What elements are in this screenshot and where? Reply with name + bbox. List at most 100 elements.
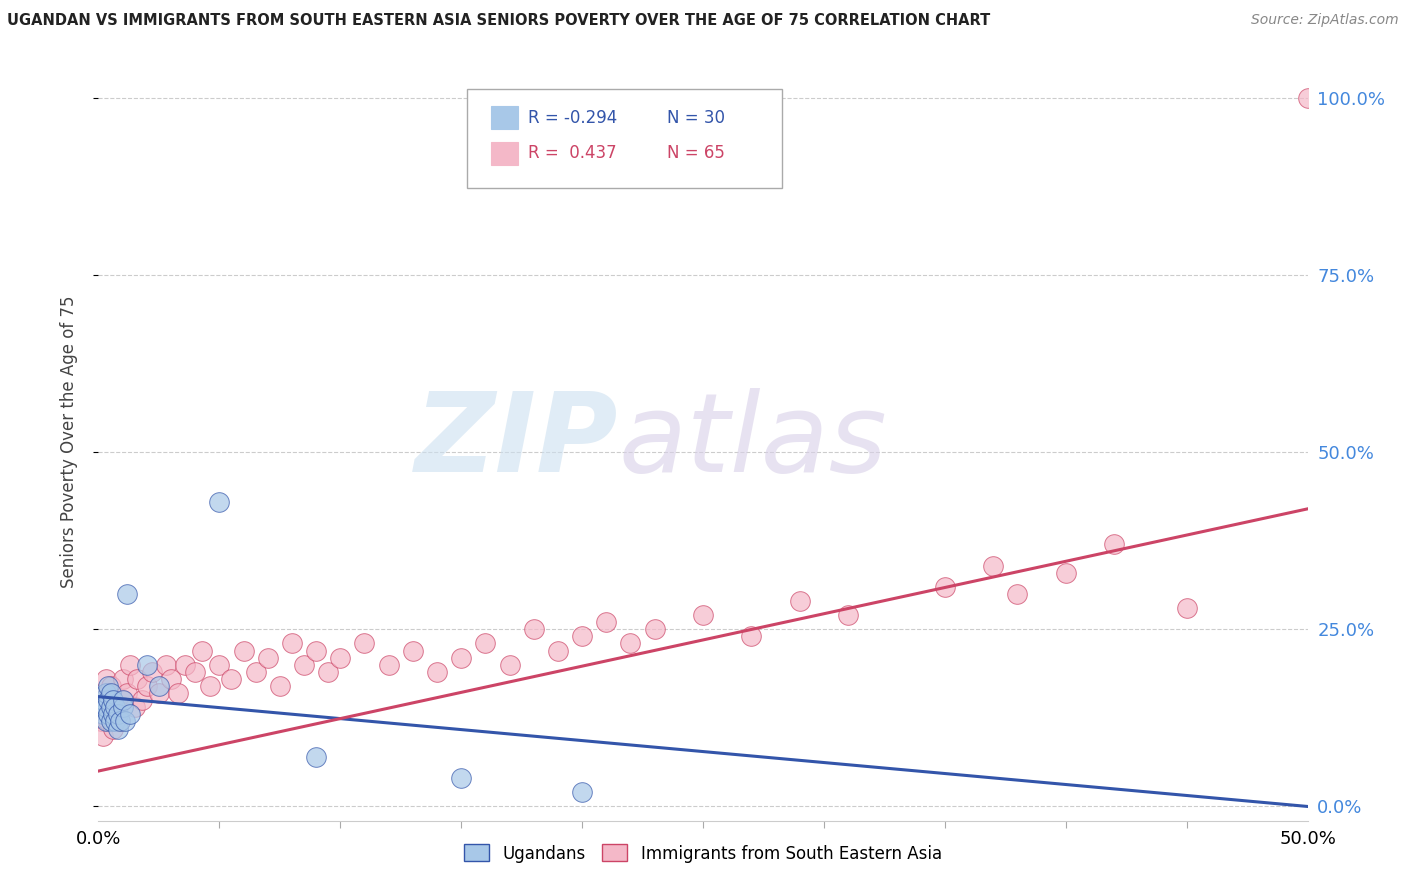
Point xyxy=(547,643,569,657)
Point xyxy=(256,650,278,665)
Point xyxy=(97,714,120,729)
Point xyxy=(281,636,304,650)
FancyBboxPatch shape xyxy=(467,89,782,187)
Point xyxy=(184,665,207,679)
Point xyxy=(94,672,117,686)
Text: UGANDAN VS IMMIGRANTS FROM SOUTH EASTERN ASIA SENIORS POVERTY OVER THE AGE OF 75: UGANDAN VS IMMIGRANTS FROM SOUTH EASTERN… xyxy=(7,13,990,29)
Point xyxy=(100,707,122,722)
Point xyxy=(402,643,425,657)
Text: N = 65: N = 65 xyxy=(666,145,724,162)
Point xyxy=(981,558,1004,573)
Point xyxy=(148,679,170,693)
Point xyxy=(692,608,714,623)
Point xyxy=(100,714,122,729)
Point xyxy=(111,700,134,714)
Point xyxy=(353,636,375,650)
Point xyxy=(100,700,122,714)
Point xyxy=(124,700,146,714)
Point xyxy=(101,693,124,707)
Bar xyxy=(492,142,517,165)
Point xyxy=(114,714,136,729)
Point xyxy=(208,495,231,509)
Point xyxy=(305,643,328,657)
Point xyxy=(97,686,120,700)
Point xyxy=(644,623,666,637)
Point xyxy=(1175,601,1198,615)
Point xyxy=(107,707,129,722)
Point xyxy=(107,722,129,736)
Point xyxy=(245,665,267,679)
Point xyxy=(111,693,134,707)
Point xyxy=(595,615,617,630)
Point xyxy=(789,594,811,608)
Point xyxy=(100,679,122,693)
Text: R =  0.437: R = 0.437 xyxy=(527,145,616,162)
Point xyxy=(316,665,339,679)
Point xyxy=(160,672,183,686)
Point xyxy=(91,729,114,743)
Point xyxy=(232,643,254,657)
Point xyxy=(269,679,291,693)
Point xyxy=(91,707,114,722)
Point xyxy=(426,665,449,679)
Legend: Ugandans, Immigrants from South Eastern Asia: Ugandans, Immigrants from South Eastern … xyxy=(457,838,949,869)
Point xyxy=(104,714,127,729)
Point xyxy=(498,657,520,672)
Point xyxy=(934,580,956,594)
Point xyxy=(94,714,117,729)
Point xyxy=(1296,91,1319,105)
Point xyxy=(135,657,157,672)
Point xyxy=(91,693,114,707)
Point xyxy=(101,693,124,707)
Bar xyxy=(492,106,517,129)
Point xyxy=(90,700,112,714)
Point xyxy=(174,657,197,672)
Point xyxy=(167,686,190,700)
Point xyxy=(135,679,157,693)
Point xyxy=(118,657,141,672)
Point xyxy=(111,693,134,707)
Text: R = -0.294: R = -0.294 xyxy=(527,109,617,127)
Point xyxy=(571,629,593,643)
Point xyxy=(837,608,859,623)
Point xyxy=(292,657,315,672)
Point xyxy=(127,672,149,686)
Point xyxy=(450,771,472,785)
Point xyxy=(208,657,231,672)
Point xyxy=(108,714,131,729)
Point xyxy=(100,686,122,700)
Text: Source: ZipAtlas.com: Source: ZipAtlas.com xyxy=(1251,13,1399,28)
Point xyxy=(104,700,127,714)
Point xyxy=(740,629,762,643)
Point xyxy=(148,686,170,700)
Y-axis label: Seniors Poverty Over the Age of 75: Seniors Poverty Over the Age of 75 xyxy=(59,295,77,588)
Point xyxy=(94,686,117,700)
Point xyxy=(221,672,243,686)
Point xyxy=(198,679,221,693)
Point xyxy=(571,785,593,799)
Point xyxy=(101,722,124,736)
Text: ZIP: ZIP xyxy=(415,388,619,495)
Point xyxy=(450,650,472,665)
Point xyxy=(117,587,139,601)
Point xyxy=(474,636,496,650)
Point xyxy=(90,714,112,729)
Text: atlas: atlas xyxy=(619,388,887,495)
Point xyxy=(305,750,328,764)
Point xyxy=(118,707,141,722)
Point xyxy=(111,672,134,686)
Point xyxy=(107,700,129,714)
Point xyxy=(619,636,641,650)
Point xyxy=(117,686,139,700)
Point xyxy=(94,700,117,714)
Point xyxy=(97,679,120,693)
Point xyxy=(97,707,120,722)
Point xyxy=(1007,587,1029,601)
Point xyxy=(329,650,352,665)
Point xyxy=(155,657,177,672)
Point xyxy=(141,665,163,679)
Point xyxy=(108,714,131,729)
Point xyxy=(377,657,399,672)
Point xyxy=(101,707,124,722)
Point xyxy=(523,623,546,637)
